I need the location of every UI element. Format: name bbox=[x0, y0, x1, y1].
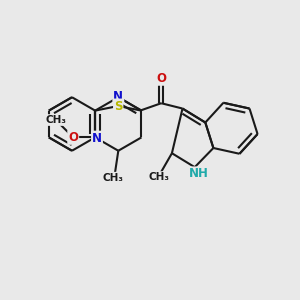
Text: NH: NH bbox=[189, 167, 209, 180]
Text: N: N bbox=[92, 132, 102, 145]
Text: O: O bbox=[156, 72, 166, 85]
Text: CH₃: CH₃ bbox=[148, 172, 170, 182]
Text: CH₃: CH₃ bbox=[103, 173, 124, 183]
Text: O: O bbox=[68, 131, 78, 144]
Text: CH₃: CH₃ bbox=[45, 115, 66, 125]
Text: N: N bbox=[113, 90, 123, 103]
Text: S: S bbox=[114, 100, 122, 112]
